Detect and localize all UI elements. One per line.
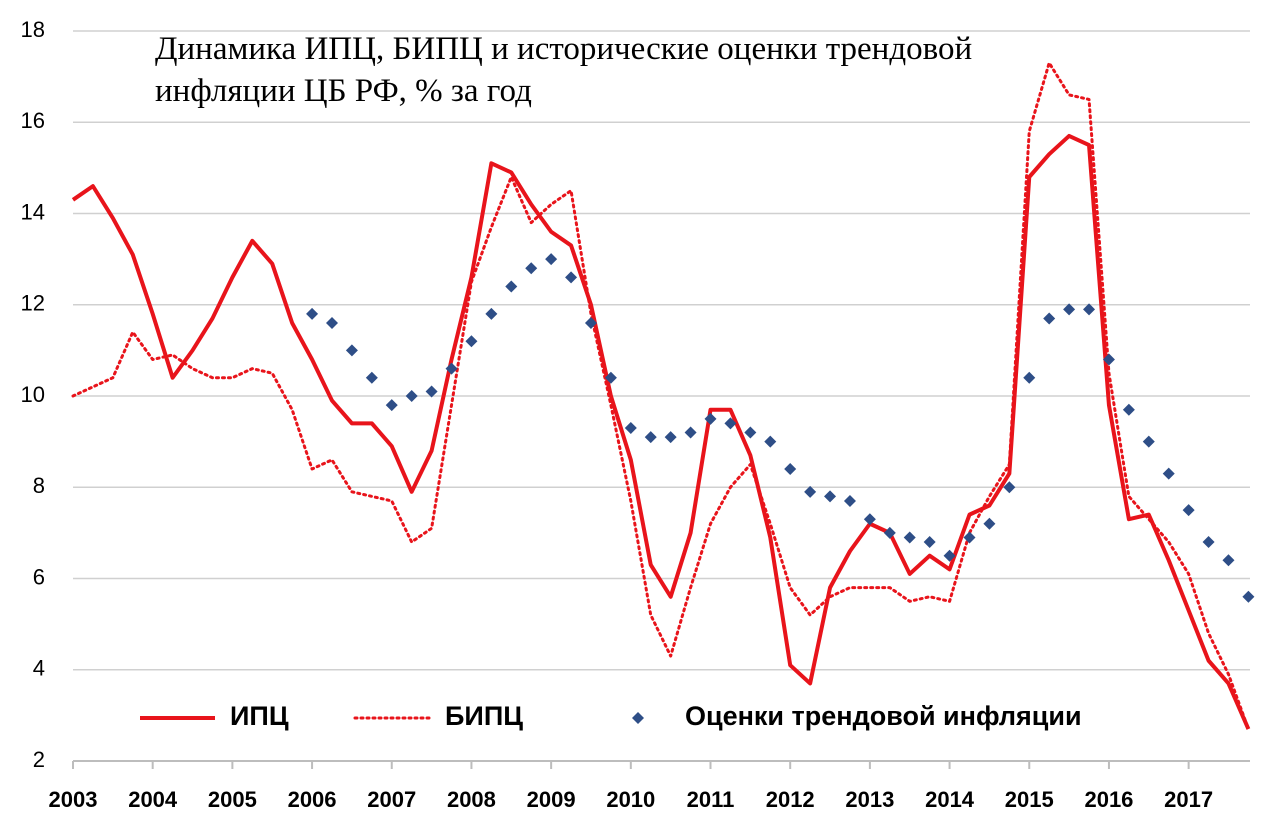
x-tick-label: 2006 bbox=[288, 787, 337, 812]
x-tick-label: 2004 bbox=[128, 787, 178, 812]
x-tick-label: 2013 bbox=[845, 787, 894, 812]
trend-marker bbox=[445, 362, 458, 375]
y-tick-label: 12 bbox=[21, 291, 45, 316]
trend-marker bbox=[1043, 312, 1056, 325]
y-tick-label: 4 bbox=[33, 656, 45, 681]
trend-marker bbox=[644, 431, 657, 444]
trend-marker bbox=[565, 271, 578, 284]
trend-marker bbox=[684, 426, 697, 439]
trend-marker bbox=[863, 513, 876, 526]
trend-marker bbox=[545, 253, 558, 266]
trend-marker bbox=[764, 435, 777, 448]
y-tick-label: 10 bbox=[21, 382, 45, 407]
trend-marker bbox=[664, 431, 677, 444]
trend-marker bbox=[824, 490, 837, 503]
legend-marker bbox=[632, 712, 644, 724]
trend-marker bbox=[1222, 554, 1235, 567]
trend-marker bbox=[983, 517, 996, 530]
chart-title: Динамика ИПЦ, БИПЦ и исторические оценки… bbox=[155, 31, 973, 109]
series-line bbox=[71, 61, 1250, 731]
trend-marker bbox=[883, 526, 896, 539]
trend-marker bbox=[724, 417, 737, 430]
x-tick-label: 2003 bbox=[49, 787, 98, 812]
trend-marker bbox=[744, 426, 757, 439]
trend-marker bbox=[1023, 371, 1036, 384]
trend-marker bbox=[943, 549, 956, 562]
trend-marker bbox=[624, 421, 637, 434]
trend-marker bbox=[425, 385, 438, 398]
x-tick-label: 2007 bbox=[367, 787, 416, 812]
y-tick-label: 8 bbox=[33, 473, 45, 498]
trend-marker bbox=[843, 494, 856, 507]
x-tick-label: 2014 bbox=[925, 787, 975, 812]
y-tick-label: 18 bbox=[21, 17, 45, 42]
trend-marker bbox=[903, 531, 916, 544]
trend-marker bbox=[525, 262, 538, 275]
trend-marker bbox=[1122, 403, 1135, 416]
trend-marker bbox=[604, 371, 617, 384]
y-tick-label: 14 bbox=[21, 199, 45, 224]
y-tick-label: 2 bbox=[33, 747, 45, 772]
series-line bbox=[71, 133, 1251, 730]
trend-marker bbox=[306, 307, 319, 320]
legend-label: Оценки трендовой инфляции bbox=[685, 701, 1082, 731]
x-tick-label: 2005 bbox=[208, 787, 257, 812]
trend-marker bbox=[704, 412, 717, 425]
trend-marker bbox=[1242, 590, 1255, 603]
trend-marker bbox=[1202, 536, 1215, 548]
x-tick-label: 2016 bbox=[1084, 787, 1133, 812]
trend-marker bbox=[923, 536, 936, 548]
trend-marker bbox=[505, 280, 518, 293]
trend-marker bbox=[584, 317, 597, 329]
y-tick-label: 16 bbox=[21, 108, 45, 133]
trend-marker bbox=[784, 463, 797, 475]
trend-marker bbox=[1083, 303, 1096, 316]
trend-marker bbox=[365, 371, 378, 384]
x-tick-label: 2008 bbox=[447, 787, 496, 812]
y-tick-label: 6 bbox=[33, 564, 45, 589]
trend-marker bbox=[325, 317, 338, 329]
trend-marker bbox=[963, 531, 976, 544]
trend-marker bbox=[804, 485, 817, 498]
trend-marker bbox=[1182, 504, 1195, 517]
trend-marker bbox=[1102, 353, 1115, 366]
trend-marker bbox=[485, 307, 498, 320]
trend-marker bbox=[345, 344, 358, 357]
x-tick-label: 2017 bbox=[1164, 787, 1213, 812]
trend-marker bbox=[1142, 435, 1155, 448]
trend-marker bbox=[465, 335, 478, 348]
x-tick-label: 2011 bbox=[687, 787, 735, 812]
x-tick-label: 2012 bbox=[766, 787, 815, 812]
trend-marker bbox=[405, 390, 418, 402]
x-tick-label: 2010 bbox=[606, 787, 655, 812]
trend-marker bbox=[1162, 467, 1175, 480]
trend-marker bbox=[1063, 303, 1076, 316]
trend-marker bbox=[1003, 481, 1016, 494]
legend-label: БИПЦ bbox=[445, 701, 523, 731]
trend-marker bbox=[385, 399, 398, 412]
x-tick-label: 2009 bbox=[527, 787, 576, 812]
x-tick-label: 2015 bbox=[1005, 787, 1054, 812]
legend-label: ИПЦ bbox=[230, 701, 289, 731]
